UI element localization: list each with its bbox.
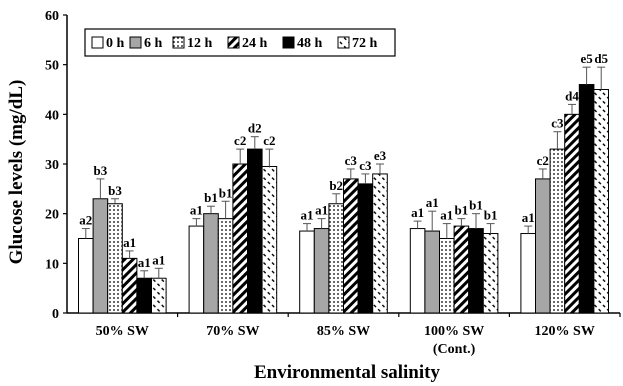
legend-label-72h: 72 h [352,36,378,51]
significance-label: a1 [426,195,439,210]
significance-label: e3 [374,148,387,163]
legend-swatch-12h [172,36,185,49]
legend-label-24h: 24 h [242,36,268,51]
legend-swatch-6h [129,36,142,49]
bar-72h-4 [482,233,499,314]
bar-12h-2 [217,218,234,314]
legend: 0 h 6 h 12 h 24 h 48 h 72 h [84,28,396,57]
bar-72h-5 [593,89,610,314]
significance-label: a2 [79,213,92,228]
significance-label: d2 [248,121,262,136]
x-tick-label: 100% SW [424,324,484,339]
significance-label: c2 [263,133,275,148]
bar-0h-5 [520,233,537,314]
bar-24h-2 [232,163,248,314]
bar-12h-4 [439,238,455,314]
bar-48h-1 [136,277,152,314]
significance-label: b1 [469,198,483,213]
bar-6h-5 [535,178,551,314]
significance-label: a1 [411,205,424,220]
significance-label: a1 [123,235,136,250]
bar-0h-4 [409,228,426,314]
significance-label: a1 [315,203,328,218]
legend-label-48h: 48 h [297,36,323,51]
significance-label: a1 [138,255,151,270]
significance-label: c3 [359,158,372,173]
significance-label: d5 [594,51,608,66]
legend-label-6h: 6 h [144,36,163,51]
y-tick-label: 10 [45,257,59,272]
significance-label: d4 [565,88,579,103]
legend-swatch-72h [337,36,350,49]
significance-label: b2 [329,178,343,193]
significance-label: a1 [152,252,165,267]
bar-24h-4 [453,225,470,314]
bar-48h-2 [247,148,263,314]
x-tick-label-sub: (Cont.) [433,342,476,357]
x-tick-label: 120% SW [535,324,595,339]
bar-72h-3 [372,173,388,314]
bar-6h-3 [313,228,330,314]
bar-0h-1 [78,238,94,314]
y-tick-label: 50 [45,59,59,74]
significance-label: b3 [94,163,108,178]
legend-label-0h: 0 h [106,36,125,51]
bar-24h-1 [121,257,138,314]
y-tick-label: 30 [45,158,59,173]
bar-6h-1 [92,198,109,314]
significance-label: c3 [551,116,564,131]
significance-label: b1 [484,208,498,223]
significance-label: e5 [580,51,593,66]
bar-6h-2 [203,213,219,314]
bar-24h-5 [564,113,580,314]
y-tick-label: 40 [45,108,59,123]
bar-6h-4 [424,230,440,314]
bar-48h-3 [357,183,374,314]
y-axis-title: Glucose levels (mg/dL) [6,80,27,265]
significance-label: a1 [522,210,535,225]
bar-48h-5 [578,84,595,314]
x-tick-label: 85% SW [317,324,370,339]
significance-label: b1 [204,190,218,205]
legend-swatch-0h [91,36,104,49]
bar-72h-1 [151,277,167,314]
significance-label: b1 [219,185,233,200]
bar-24h-3 [343,178,359,314]
legend-label-12h: 12 h [187,36,213,51]
y-tick-label: 20 [45,208,59,223]
y-tick-label: 0 [52,307,59,322]
bar-12h-5 [549,148,566,314]
legend-swatch-24h [227,36,240,49]
significance-label: a1 [440,208,453,223]
significance-label: a1 [190,203,203,218]
significance-label: c2 [234,133,246,148]
significance-label: b3 [108,183,122,198]
x-axis-title: Environmental salinity [254,362,440,383]
bar-12h-1 [107,203,123,314]
bar-72h-2 [261,165,278,314]
y-tick-label: 60 [45,9,59,24]
significance-label: c2 [537,153,549,168]
significance-label: b1 [455,203,469,218]
significance-label: c3 [345,153,358,168]
bar-0h-3 [299,230,315,314]
bar-0h-2 [188,225,205,314]
legend-swatch-48h [282,36,295,49]
x-tick-label: 50% SW [96,324,149,339]
bar-12h-3 [328,203,344,314]
x-tick-label: 70% SW [206,324,259,339]
bar-48h-4 [468,228,484,314]
significance-label: a1 [301,208,314,223]
